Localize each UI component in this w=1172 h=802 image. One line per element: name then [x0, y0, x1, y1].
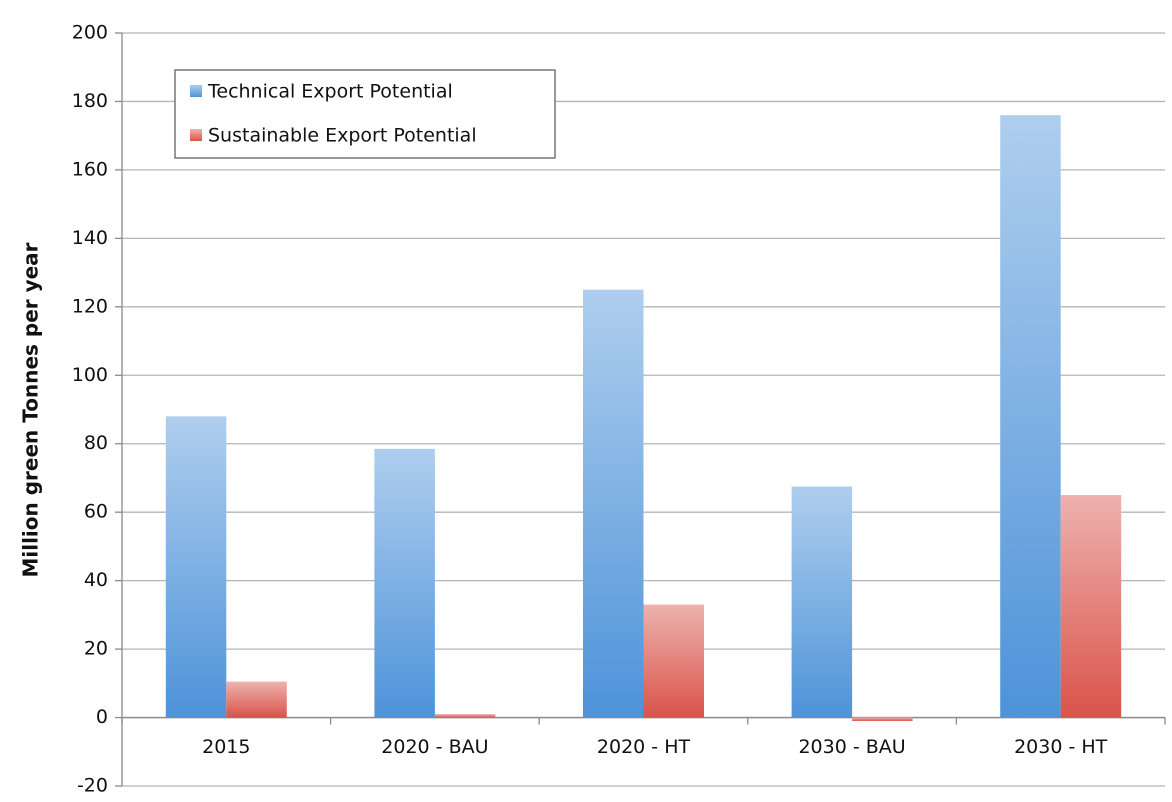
y-axis-label: Million green Tonnes per year [19, 242, 43, 577]
y-tick-label: 0 [96, 706, 108, 728]
y-tick-label: 80 [84, 432, 108, 454]
bar [643, 604, 704, 718]
x-tick-label: 2015 [202, 736, 250, 758]
x-tick-label: 2030 - BAU [798, 736, 905, 758]
y-tick-label: 140 [72, 227, 108, 249]
bar [791, 486, 853, 718]
legend-box [174, 69, 556, 159]
x-tick-label: 2030 - HT [1014, 736, 1108, 758]
bar [583, 289, 644, 718]
y-tick-label: 120 [72, 295, 108, 317]
y-tick-label: 20 [84, 638, 108, 660]
bar [852, 717, 913, 721]
bar [374, 448, 435, 718]
y-tick-label: -20 [77, 775, 108, 797]
legend-label: Technical Export Potential [207, 81, 453, 103]
x-tick-label: 2020 - HT [597, 736, 691, 758]
y-tick-label: 160 [72, 158, 108, 180]
bar [226, 681, 287, 718]
legend-swatch [190, 85, 202, 97]
x-tick-label: 2020 - BAU [381, 736, 488, 758]
bar [165, 416, 227, 718]
y-tick-label: 40 [84, 569, 108, 591]
bar [1000, 115, 1061, 718]
y-tick-label: 60 [84, 501, 108, 523]
y-tick-label: 200 [72, 22, 108, 44]
y-tick-label: 100 [72, 364, 108, 386]
bar [1060, 495, 1122, 718]
legend: Technical Export Potential Sustainable Ex… [174, 69, 556, 159]
legend-swatch [190, 129, 202, 141]
y-tick-label: 180 [72, 90, 108, 112]
bar [434, 714, 496, 718]
legend-label: Sustainable Export Potential [208, 125, 477, 147]
